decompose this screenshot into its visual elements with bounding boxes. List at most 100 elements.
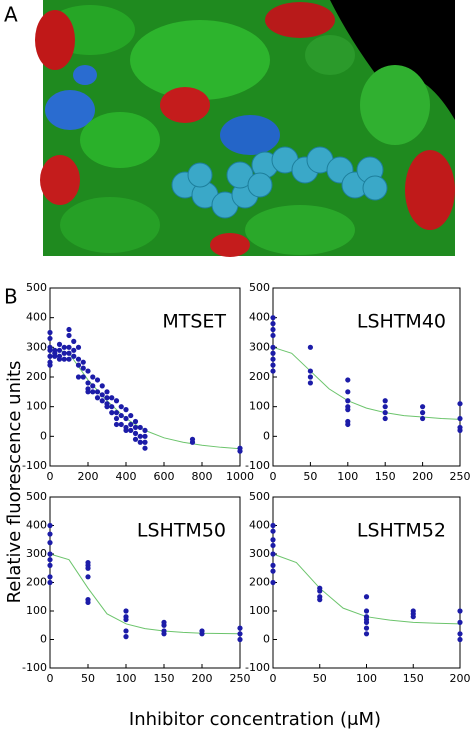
x-tick-label: 250: [230, 672, 251, 685]
data-point: [307, 374, 313, 380]
data-point: [99, 398, 105, 404]
y-axis-label: Relative fluorescence units: [4, 361, 25, 604]
data-point: [270, 321, 276, 327]
y-tick-label: 100: [26, 400, 47, 413]
data-point: [270, 542, 276, 549]
data-point: [123, 427, 129, 433]
data-point: [109, 410, 115, 416]
y-tick-label: 200: [26, 576, 47, 589]
data-point: [104, 395, 110, 401]
data-point: [132, 430, 139, 436]
data-point: [118, 421, 124, 428]
data-point: [61, 350, 67, 356]
y-tick-label: 500: [26, 490, 47, 503]
data-point: [457, 631, 463, 637]
data-point: [94, 377, 101, 383]
data-point: [56, 347, 63, 353]
y-tick-label: 300: [249, 340, 270, 353]
y-tick-label: 0: [263, 429, 270, 442]
data-point: [90, 374, 96, 380]
data-point: [66, 356, 72, 362]
data-point: [142, 445, 148, 451]
data-point: [270, 537, 276, 543]
y-tick-label: 500: [249, 281, 270, 294]
panel-label: A: [4, 3, 18, 27]
data-point: [457, 415, 463, 422]
data-point: [123, 608, 129, 614]
data-point: [47, 347, 53, 353]
data-point: [47, 531, 53, 537]
x-axis-label: Inhibitor concentration (μM): [129, 709, 381, 730]
data-point: [307, 380, 313, 386]
data-point: [345, 377, 351, 383]
data-point: [47, 362, 53, 368]
data-point: [99, 392, 105, 398]
data-point: [420, 410, 426, 416]
chart-title: LSHTM40: [357, 311, 446, 333]
data-point: [457, 619, 463, 626]
data-point: [104, 404, 110, 410]
data-point: [270, 315, 276, 321]
data-point: [132, 424, 139, 431]
data-point: [270, 562, 276, 569]
data-point: [85, 368, 91, 374]
data-point: [345, 389, 351, 395]
data-point: [137, 439, 143, 445]
data-point: [123, 634, 129, 640]
data-point: [71, 347, 77, 353]
data-point: [161, 631, 167, 637]
data-point: [363, 608, 370, 614]
data-point: [47, 353, 53, 359]
y-tick-label: 300: [26, 547, 47, 560]
data-point: [382, 398, 388, 404]
data-point: [161, 622, 167, 628]
data-point: [363, 631, 370, 637]
y-tick-label: 300: [26, 340, 47, 353]
x-tick-label: 0: [270, 672, 277, 685]
data-point: [85, 574, 91, 580]
data-point: [109, 404, 115, 410]
x-tick-label: 50: [81, 672, 95, 685]
data-point: [66, 344, 72, 350]
y-tick-label: 400: [26, 311, 47, 324]
data-point: [132, 418, 139, 425]
data-point: [237, 636, 243, 643]
y-tick-label: 200: [249, 370, 270, 383]
x-tick-label: 150: [154, 672, 175, 685]
data-point: [270, 568, 276, 574]
data-point: [410, 614, 416, 620]
data-point: [123, 616, 129, 623]
data-point: [270, 368, 276, 374]
data-point: [85, 389, 91, 395]
data-point: [85, 599, 91, 606]
y-tick-label: 400: [249, 519, 270, 532]
data-point: [363, 625, 370, 631]
y-tick-label: 100: [249, 400, 270, 413]
data-point: [363, 619, 370, 626]
data-point: [47, 522, 53, 529]
data-point: [118, 412, 124, 419]
data-point: [123, 415, 129, 422]
data-point: [142, 433, 148, 439]
data-point: [71, 338, 77, 344]
data-point: [80, 365, 86, 371]
data-point: [75, 374, 82, 380]
data-point: [66, 350, 72, 356]
data-point: [113, 410, 120, 416]
data-point: [199, 631, 205, 637]
data-point: [237, 448, 243, 454]
chart-title: MTSET: [162, 311, 226, 333]
data-point: [420, 404, 426, 410]
y-tick-label: 100: [26, 604, 47, 617]
y-tick-label: 400: [26, 519, 47, 532]
y-tick-label: 400: [249, 311, 270, 324]
data-point: [47, 551, 53, 557]
data-point: [270, 356, 276, 362]
x-tick-label: 50: [303, 470, 317, 483]
data-point: [80, 374, 86, 380]
data-point: [52, 353, 58, 359]
data-point: [47, 579, 53, 586]
data-point: [270, 344, 276, 350]
data-point: [47, 329, 53, 336]
